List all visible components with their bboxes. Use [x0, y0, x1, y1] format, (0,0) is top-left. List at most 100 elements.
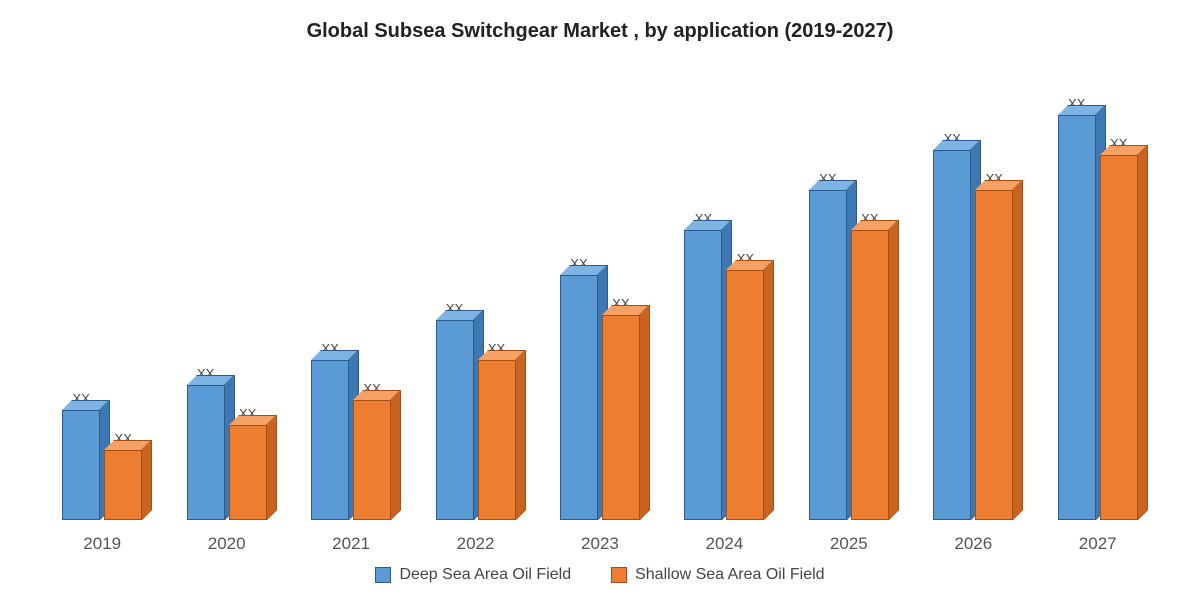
- legend: Deep Sea Area Oil Field Shallow Sea Area …: [30, 554, 1170, 590]
- bar-side-face: [640, 305, 650, 520]
- bar: XX: [1100, 136, 1138, 520]
- bar-front-face: [975, 190, 1013, 520]
- legend-item: Shallow Sea Area Oil Field: [611, 566, 824, 584]
- bar-front-face: [187, 385, 225, 520]
- bar-front-face: [684, 230, 722, 520]
- bar-side-face: [516, 350, 526, 520]
- bar: XX: [975, 171, 1013, 520]
- bar-front-face: [851, 230, 889, 520]
- bar-front-face: [353, 400, 391, 520]
- bar-column: [478, 360, 516, 520]
- bar-pair: XXXX: [1058, 53, 1138, 520]
- x-axis-label: 2024: [705, 534, 743, 554]
- bar-column: [229, 425, 267, 520]
- bar-column: [560, 275, 598, 520]
- bar-side-face: [764, 260, 774, 520]
- bar-column: [311, 360, 349, 520]
- chart-title: Global Subsea Switchgear Market , by app…: [30, 20, 1170, 43]
- bar-column: [187, 385, 225, 520]
- bar-front-face: [809, 190, 847, 520]
- bar-side-face: [889, 220, 899, 520]
- bar-column: [1100, 155, 1138, 520]
- bar-column: [1058, 115, 1096, 520]
- bar: XX: [851, 211, 889, 520]
- chart-container: Global Subsea Switchgear Market , by app…: [0, 0, 1200, 600]
- bar-column: [602, 315, 640, 520]
- bar-group: XXXX 2021: [289, 53, 413, 554]
- bar-column: [104, 450, 142, 520]
- x-axis-label: 2023: [581, 534, 619, 554]
- bar-front-face: [560, 275, 598, 520]
- bar-front-face: [104, 450, 142, 520]
- bar-pair: XXXX: [187, 53, 267, 520]
- bar: XX: [104, 431, 142, 520]
- bar-pair: XXXX: [560, 53, 640, 520]
- bar-pair: XXXX: [62, 53, 142, 520]
- bar: XX: [436, 301, 474, 520]
- x-axis-label: 2025: [830, 534, 868, 554]
- bar-front-face: [1100, 155, 1138, 520]
- bar-pair: XXXX: [311, 53, 391, 520]
- bar-group: XXXX 2025: [787, 53, 911, 554]
- x-axis-label: 2021: [332, 534, 370, 554]
- bar-group: XXXX 2022: [413, 53, 537, 554]
- bar-pair: XXXX: [933, 53, 1013, 520]
- bar: XX: [560, 256, 598, 520]
- bar-group: XXXX 2023: [538, 53, 662, 554]
- bar: XX: [1058, 96, 1096, 520]
- bar: XX: [684, 211, 722, 520]
- bar: XX: [602, 296, 640, 520]
- bar-column: [933, 150, 971, 520]
- bar-column: [851, 230, 889, 520]
- legend-item: Deep Sea Area Oil Field: [375, 566, 571, 584]
- bar: XX: [311, 341, 349, 520]
- bar-side-face: [142, 440, 152, 520]
- bar-side-face: [1013, 180, 1023, 520]
- bar-column: [975, 190, 1013, 520]
- x-axis-label: 2019: [83, 534, 121, 554]
- bar-column: [353, 400, 391, 520]
- bar-side-face: [391, 390, 401, 520]
- bar-side-face: [267, 415, 277, 520]
- x-axis-label: 2026: [954, 534, 992, 554]
- bar-side-face: [1138, 145, 1148, 520]
- bar-column: [436, 320, 474, 520]
- bar-group: XXXX 2019: [40, 53, 164, 554]
- bar-front-face: [1058, 115, 1096, 520]
- bar-pair: XXXX: [436, 53, 516, 520]
- bar-front-face: [436, 320, 474, 520]
- x-axis-label: 2020: [208, 534, 246, 554]
- bar-group: XXXX 2020: [164, 53, 288, 554]
- bar-front-face: [229, 425, 267, 520]
- legend-swatch: [611, 567, 627, 583]
- bar: XX: [187, 366, 225, 520]
- bar-column: [809, 190, 847, 520]
- bar: XX: [726, 251, 764, 520]
- bar-front-face: [602, 315, 640, 520]
- bar-front-face: [62, 410, 100, 520]
- bar-front-face: [478, 360, 516, 520]
- bar-front-face: [311, 360, 349, 520]
- legend-label: Shallow Sea Area Oil Field: [635, 566, 824, 584]
- bar: XX: [933, 131, 971, 520]
- bar: XX: [62, 391, 100, 520]
- bar-front-face: [726, 270, 764, 520]
- bar-group: XXXX 2024: [662, 53, 786, 554]
- legend-label: Deep Sea Area Oil Field: [399, 566, 571, 584]
- bar-pair: XXXX: [809, 53, 889, 520]
- bar: XX: [353, 381, 391, 520]
- x-axis-label: 2022: [457, 534, 495, 554]
- legend-swatch: [375, 567, 391, 583]
- bar: XX: [809, 171, 847, 520]
- bar-group: XXXX 2027: [1036, 53, 1160, 554]
- bar-column: [62, 410, 100, 520]
- bar: XX: [229, 406, 267, 520]
- bar-front-face: [933, 150, 971, 520]
- plot-area: XXXX2019XXXX2020XXXX2021XXXX2022XXXX2023…: [30, 53, 1170, 554]
- bar-column: [726, 270, 764, 520]
- bar-column: [684, 230, 722, 520]
- bar-pair: XXXX: [684, 53, 764, 520]
- bar-group: XXXX 2026: [911, 53, 1035, 554]
- bar: XX: [478, 341, 516, 520]
- x-axis-label: 2027: [1079, 534, 1117, 554]
